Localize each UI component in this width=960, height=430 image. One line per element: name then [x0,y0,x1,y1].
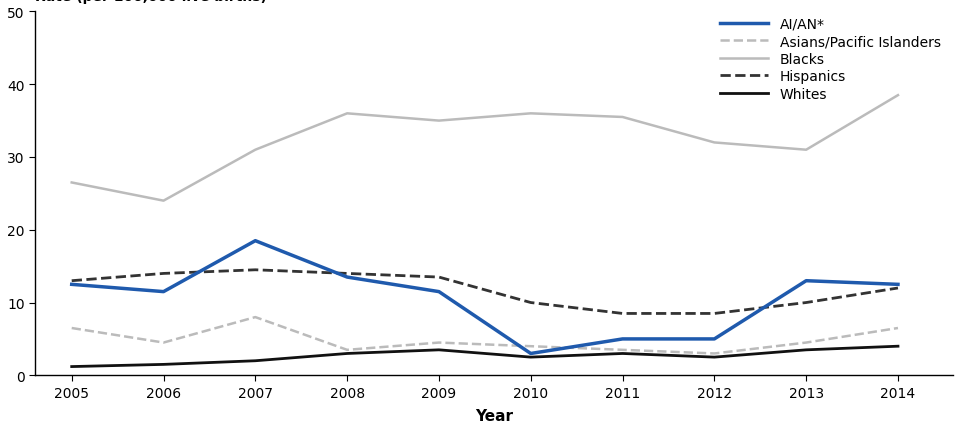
Legend: AI/AN*, Asians/Pacific Islanders, Blacks, Hispanics, Whites: AI/AN*, Asians/Pacific Islanders, Blacks… [714,12,947,107]
X-axis label: Year: Year [475,408,513,423]
Text: Rate (per 100,000 live births): Rate (per 100,000 live births) [35,0,267,4]
